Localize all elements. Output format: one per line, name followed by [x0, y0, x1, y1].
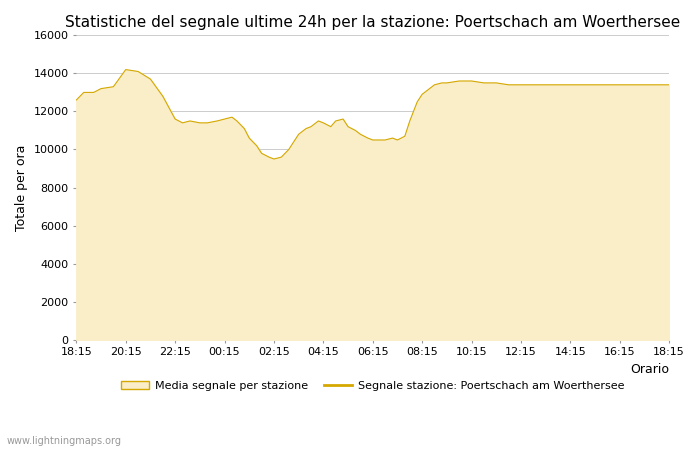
X-axis label: Orario: Orario	[630, 363, 669, 376]
Y-axis label: Totale per ora: Totale per ora	[15, 144, 28, 231]
Title: Statistiche del segnale ultime 24h per la stazione: Poertschach am Woerthersee: Statistiche del segnale ultime 24h per l…	[65, 15, 680, 30]
Legend: Media segnale per stazione, Segnale stazione: Poertschach am Woerthersee: Media segnale per stazione, Segnale staz…	[117, 376, 629, 395]
Text: www.lightningmaps.org: www.lightningmaps.org	[7, 436, 122, 446]
